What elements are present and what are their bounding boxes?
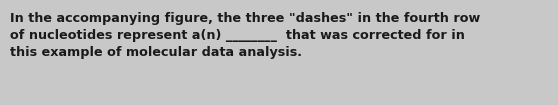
Text: of nucleotides represent a(n) ________  that was corrected for in: of nucleotides represent a(n) ________ t… bbox=[10, 29, 465, 42]
Text: this example of molecular data analysis.: this example of molecular data analysis. bbox=[10, 46, 302, 59]
Text: In the accompanying figure, the three "dashes" in the fourth row: In the accompanying figure, the three "d… bbox=[10, 12, 480, 25]
